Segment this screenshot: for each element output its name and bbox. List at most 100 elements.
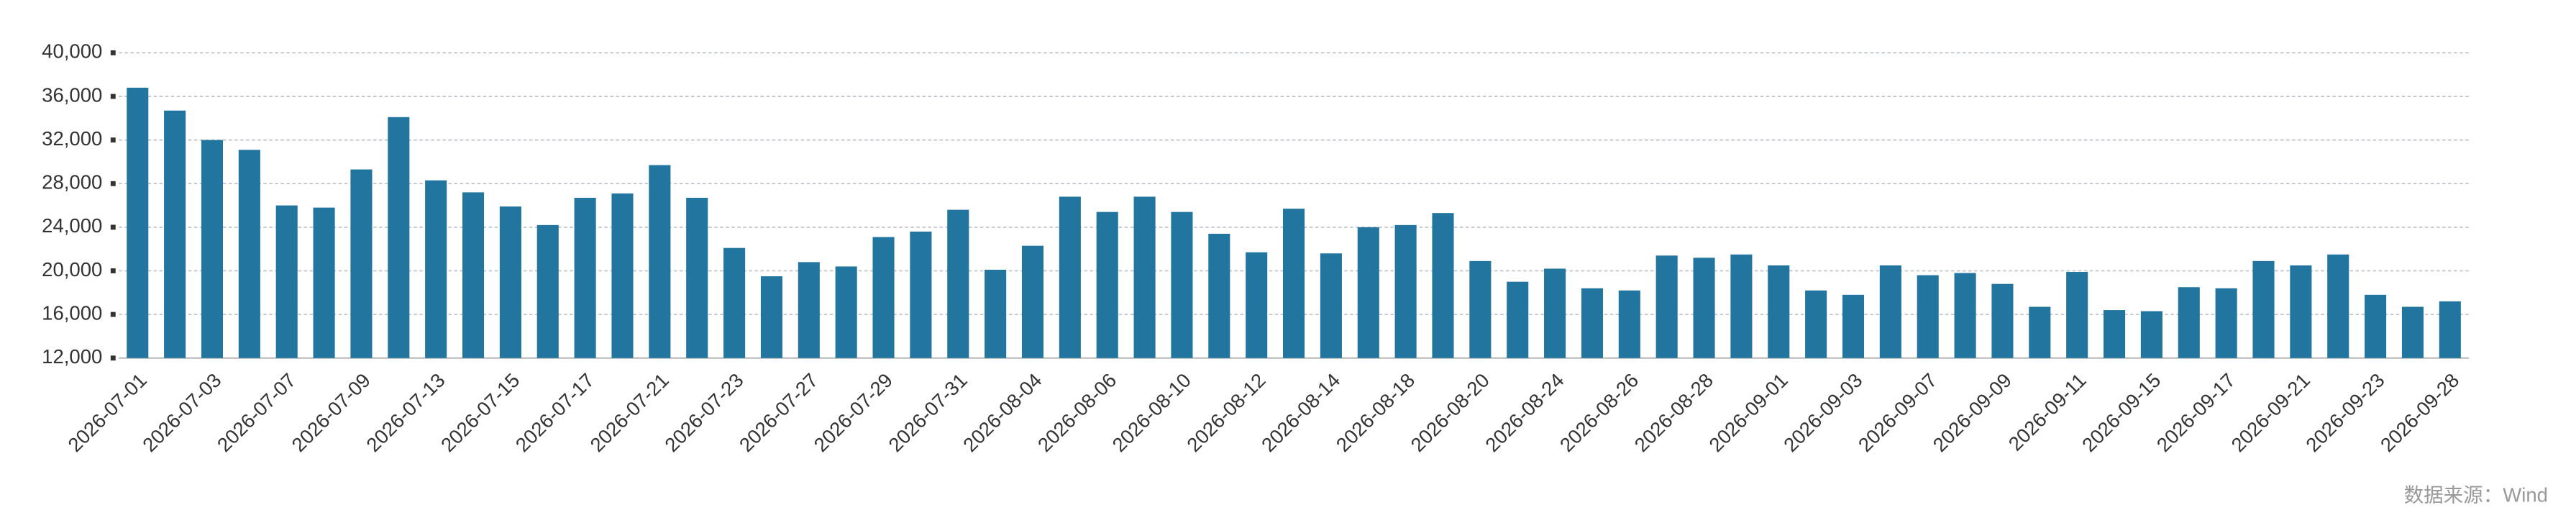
bar (1768, 265, 1790, 358)
bar (1991, 283, 2014, 358)
bar (388, 117, 410, 358)
y-tick-mark (110, 311, 116, 317)
y-tick-label: 12,000 (42, 345, 102, 368)
x-tick-label: 2026-07-21 (585, 369, 673, 456)
bar (2215, 288, 2237, 358)
bar (2029, 306, 2051, 358)
x-tick-label: 2026-08-04 (959, 369, 1046, 456)
bar (798, 262, 820, 358)
source-note: 数据来源：Wind (2404, 484, 2548, 506)
y-tick-label: 32,000 (42, 127, 102, 150)
x-tick-label: 2026-07-07 (213, 369, 301, 456)
bar (760, 276, 782, 358)
y-tick-label: 16,000 (42, 301, 102, 324)
x-tick-label: 2026-08-28 (1630, 369, 1718, 456)
y-tick-label: 24,000 (42, 214, 102, 237)
x-tick-label: 2026-09-28 (2376, 369, 2464, 456)
y-tick-label: 40,000 (42, 40, 102, 63)
bar (2327, 254, 2349, 358)
x-tick-label: 2026-09-01 (1704, 369, 1792, 456)
bar (1805, 290, 1827, 358)
x-tick-label: 2026-07-13 (362, 369, 449, 456)
bar (1246, 252, 1268, 358)
x-tick-label: 2026-09-03 (1779, 369, 1867, 456)
x-tick-label: 2026-09-11 (2004, 369, 2091, 455)
bar (1282, 209, 1305, 358)
bar (425, 180, 447, 358)
x-tick-label: 2026-07-03 (138, 369, 226, 456)
bar (2140, 311, 2162, 358)
x-tick-label: 2026-07-23 (660, 369, 748, 456)
bar (499, 206, 521, 358)
x-tick-label: 2026-08-12 (1182, 369, 1270, 456)
x-tick-label: 2026-07-09 (287, 369, 375, 456)
bar (2290, 265, 2312, 358)
bar (574, 197, 596, 358)
x-tick-label: 2026-09-09 (1929, 369, 2017, 456)
bar (985, 269, 1007, 358)
y-tick-mark (110, 355, 116, 361)
bar (1842, 294, 1865, 358)
bar (649, 165, 671, 358)
bar (1320, 253, 1342, 358)
bar (1208, 233, 1230, 358)
bar (1581, 288, 1603, 358)
bar (611, 193, 634, 358)
bar (1917, 275, 1939, 358)
bar (2066, 272, 2088, 358)
bar (238, 150, 260, 358)
bar (127, 87, 149, 358)
bar (1730, 254, 1753, 358)
x-tick-label: 2026-08-10 (1108, 369, 1196, 456)
bar (1507, 281, 1529, 358)
x-tick-label: 2026-07-17 (511, 369, 599, 456)
bar (2252, 260, 2275, 358)
bar (201, 140, 224, 358)
x-tick-label: 2026-08-20 (1406, 369, 1494, 456)
x-tick-label: 2026-09-23 (2301, 369, 2389, 456)
bar (1655, 255, 1678, 358)
x-tick-label: 2026-07-31 (884, 369, 972, 456)
bar (2365, 294, 2387, 358)
y-tick-mark (110, 50, 116, 55)
x-tick-label: 2026-07-29 (810, 369, 898, 456)
bar (947, 209, 969, 358)
bar (1879, 265, 1901, 358)
x-tick-label: 2026-08-06 (1033, 369, 1121, 456)
bar (164, 110, 186, 358)
y-tick-mark (110, 224, 116, 230)
y-tick-label: 36,000 (42, 83, 102, 106)
bar (1394, 224, 1417, 358)
bar (1357, 227, 1379, 358)
bar (275, 205, 298, 358)
bar (1021, 245, 1044, 358)
bar (723, 247, 746, 358)
bar (462, 192, 485, 358)
bar (835, 266, 857, 358)
bar (313, 207, 335, 358)
bar (1544, 268, 1566, 358)
x-tick-label: 2026-08-24 (1481, 369, 1568, 456)
bar (1432, 213, 1454, 358)
y-tick-mark (110, 181, 116, 186)
bar (1618, 290, 1640, 358)
bar (686, 197, 708, 358)
bar (872, 237, 895, 358)
x-tick-label: 2026-07-01 (63, 369, 151, 456)
bar (1096, 211, 1118, 358)
y-tick-mark (110, 137, 116, 143)
bar (910, 231, 932, 358)
x-tick-label: 2026-08-18 (1332, 369, 1420, 456)
bar (2439, 301, 2461, 358)
x-tick-label: 2026-09-17 (2152, 369, 2240, 456)
x-tick-label: 2026-09-21 (2226, 369, 2314, 456)
bar (2104, 310, 2126, 358)
bar (1693, 258, 1715, 358)
y-tick-label: 28,000 (42, 171, 102, 194)
bar (1469, 260, 1492, 358)
y-tick-mark (110, 268, 116, 273)
x-tick-label: 2026-08-14 (1257, 369, 1345, 456)
bar (1133, 196, 1156, 358)
